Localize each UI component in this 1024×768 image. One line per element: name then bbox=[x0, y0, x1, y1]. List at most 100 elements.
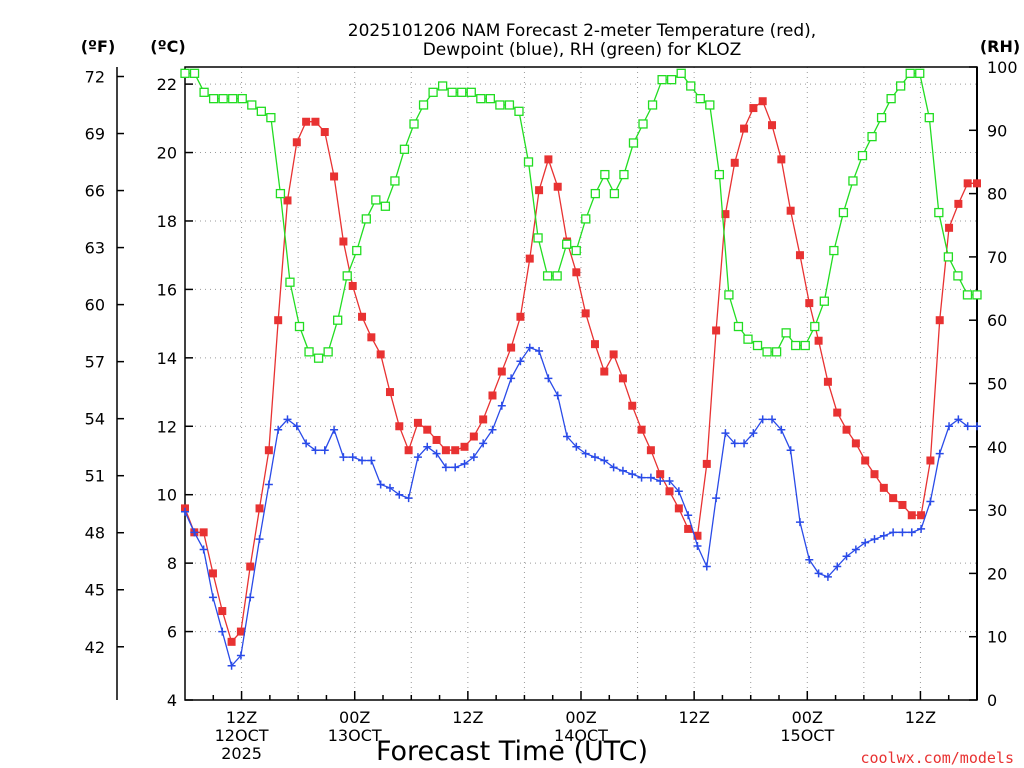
temperature-point bbox=[795, 251, 804, 260]
dewpoint-point bbox=[227, 661, 236, 670]
dewpoint-point bbox=[358, 456, 367, 465]
fahrenheit-tick-label: 60 bbox=[85, 296, 105, 315]
rh-point bbox=[275, 188, 286, 199]
temperature-point bbox=[302, 117, 311, 126]
temperature-point bbox=[246, 562, 255, 571]
dewpoint-point bbox=[246, 593, 255, 602]
rh-tick-label: 50 bbox=[987, 375, 1007, 394]
temperature-point bbox=[758, 97, 767, 106]
rh-point bbox=[714, 169, 725, 180]
rh-point bbox=[428, 87, 438, 97]
dewpoint-point bbox=[236, 651, 245, 660]
chart-title-line-1: 2025101206 NAM Forecast 2-meter Temperat… bbox=[348, 21, 816, 41]
y-axis-celsius-label: (ºC) bbox=[150, 37, 185, 56]
temperature-point bbox=[581, 309, 590, 318]
rh-point bbox=[886, 94, 896, 104]
temperature-point bbox=[907, 511, 916, 520]
temperature-point bbox=[236, 627, 245, 636]
temperature-point bbox=[423, 425, 432, 434]
fahrenheit-tick-label: 63 bbox=[85, 239, 105, 258]
temperature-point bbox=[264, 446, 273, 455]
rh-point bbox=[352, 245, 362, 256]
rh-point bbox=[380, 201, 391, 211]
temperature-point bbox=[199, 528, 208, 537]
dewpoint-point bbox=[544, 374, 553, 383]
rh-point bbox=[848, 176, 858, 186]
rh-point bbox=[218, 94, 228, 104]
celsius-tick-label: 14 bbox=[157, 349, 177, 368]
temperature-point bbox=[553, 182, 562, 191]
x-tick-label: 12Z bbox=[678, 708, 709, 727]
axes: 42 45 48 51 54 57 60 63 66 69 72 4 6 8 10 12 14 16 18 20 22 0… bbox=[85, 58, 1018, 763]
dewpoint-point bbox=[339, 453, 348, 462]
temperature-point bbox=[740, 124, 749, 133]
dewpoint-point bbox=[795, 518, 804, 527]
temperature-point bbox=[646, 446, 655, 455]
rh-point bbox=[619, 169, 629, 180]
dewpoint-point bbox=[590, 453, 599, 462]
temperature-point bbox=[618, 374, 627, 383]
rh-point bbox=[857, 150, 868, 161]
rh-point bbox=[705, 100, 715, 110]
x-tick-label: 13OCT bbox=[328, 726, 382, 745]
rh-point bbox=[399, 144, 410, 154]
rh-tick-label: 100 bbox=[987, 58, 1018, 77]
celsius-tick-label: 8 bbox=[167, 554, 177, 573]
rh-tick-label: 30 bbox=[987, 501, 1007, 520]
rh-point bbox=[371, 195, 381, 205]
dewpoint-point bbox=[525, 343, 534, 352]
rh-point bbox=[323, 347, 333, 357]
celsius-tick-label: 4 bbox=[167, 691, 177, 710]
dewpoint-point bbox=[721, 429, 730, 438]
rh-point bbox=[180, 68, 190, 78]
dewpoint-point bbox=[646, 473, 655, 482]
temperature-point bbox=[926, 456, 935, 465]
dewpoint-point bbox=[330, 425, 339, 434]
temperature-point bbox=[497, 367, 506, 376]
dewpoint-point bbox=[469, 453, 478, 462]
temperature-point bbox=[945, 223, 954, 232]
temperature-point bbox=[851, 439, 860, 448]
celsius-tick-label: 10 bbox=[157, 486, 177, 505]
rh-point bbox=[953, 271, 963, 281]
dewpoint-point bbox=[507, 374, 516, 383]
temperature-point bbox=[469, 432, 478, 441]
fahrenheit-tick-label: 69 bbox=[85, 125, 105, 144]
dewpoint-point bbox=[264, 480, 273, 489]
temperature-point bbox=[367, 333, 376, 342]
rh-point bbox=[562, 239, 572, 249]
rh-point bbox=[457, 87, 467, 97]
temperature-point bbox=[749, 104, 758, 113]
temperature-point bbox=[395, 422, 404, 431]
dewpoint-point bbox=[302, 439, 311, 448]
dewpoint-point bbox=[945, 422, 954, 431]
temperature-point bbox=[963, 179, 972, 188]
dewpoint-point bbox=[917, 524, 926, 533]
temperature-point bbox=[460, 442, 469, 451]
x-tick-label: 12Z bbox=[905, 708, 936, 727]
rh-point bbox=[695, 94, 705, 104]
rh-point bbox=[915, 68, 925, 78]
temperature-point bbox=[208, 569, 217, 578]
rh-point bbox=[552, 271, 562, 281]
temperature-point bbox=[432, 435, 441, 444]
rh-point bbox=[294, 321, 305, 332]
temperature-point bbox=[516, 312, 525, 321]
temperature-point bbox=[572, 268, 581, 277]
temperature-point bbox=[693, 531, 702, 540]
rh-point bbox=[533, 233, 543, 243]
dewpoint-point bbox=[404, 494, 413, 503]
rh-tick-label: 80 bbox=[987, 185, 1007, 204]
dewpoint-point bbox=[181, 507, 189, 516]
dewpoint-point bbox=[954, 415, 963, 424]
rh-point bbox=[304, 347, 314, 357]
rh-point bbox=[800, 340, 810, 351]
rh-point bbox=[876, 112, 887, 123]
rh-point bbox=[743, 334, 753, 344]
temperature-point bbox=[441, 446, 450, 455]
rh-point bbox=[924, 112, 934, 123]
rh-point bbox=[390, 176, 400, 186]
data-series bbox=[180, 68, 982, 670]
fahrenheit-tick-label: 48 bbox=[85, 524, 105, 543]
dewpoint-point bbox=[740, 439, 749, 448]
